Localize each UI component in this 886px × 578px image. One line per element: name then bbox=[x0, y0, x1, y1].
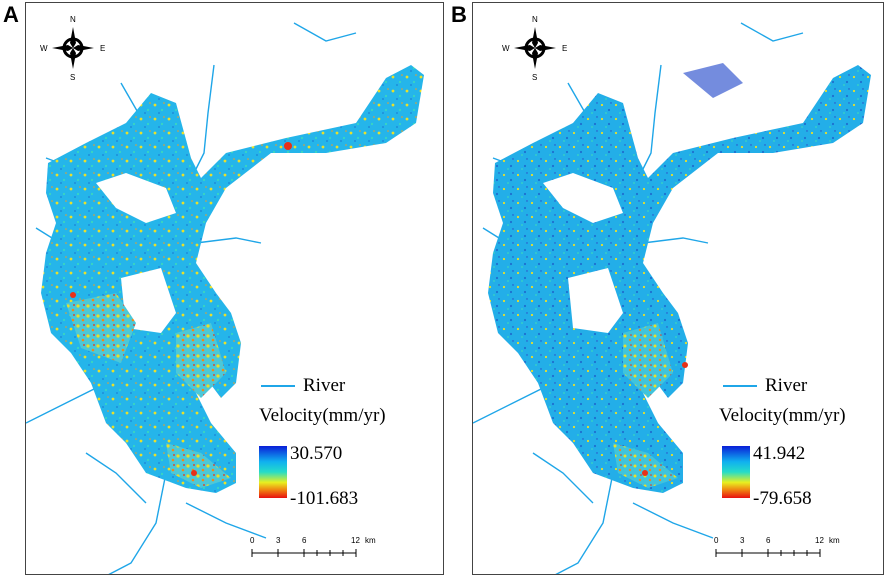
compass-s: S bbox=[532, 73, 538, 82]
scale-tick-0-a: 0 bbox=[250, 536, 255, 545]
legend-min-b: -79.658 bbox=[753, 488, 812, 509]
legend-max-b: 41.942 bbox=[753, 443, 806, 464]
legend-title-b: Velocity(mm/yr) bbox=[719, 405, 846, 426]
river-legend-label: River bbox=[765, 375, 808, 396]
legend-river-a: River bbox=[261, 375, 345, 397]
scale-tick-0-b: 0 bbox=[714, 536, 719, 545]
compass-w: W bbox=[502, 44, 510, 53]
scale-tick-6-a: 6 bbox=[302, 536, 307, 545]
scale-tick-3-a: 3 bbox=[276, 536, 281, 545]
scale-tick-12-b: 12 bbox=[815, 536, 824, 545]
compass-e: E bbox=[562, 44, 568, 53]
legend-min-a: -101.683 bbox=[290, 488, 359, 509]
scale-unit-a: km bbox=[365, 536, 376, 545]
deformation-area-b bbox=[488, 63, 871, 493]
scale-unit-b: km bbox=[829, 536, 840, 545]
scale-bar-a bbox=[251, 549, 357, 557]
panel-a-label: A bbox=[3, 2, 19, 27]
compass-w: W bbox=[40, 44, 48, 53]
scale-tick-12-a: 12 bbox=[351, 536, 360, 545]
legend-max-a: 30.570 bbox=[290, 443, 343, 464]
map-panel-b: N S W E River Velocity(mm/yr) 41.942 -79… bbox=[472, 2, 884, 575]
compass-n: N bbox=[532, 15, 538, 24]
map-panel-a: N S W E River Velocity(mm/yr) 30.570 -10… bbox=[25, 2, 444, 575]
scale-bar-b bbox=[715, 549, 821, 557]
legend-title-a: Velocity(mm/yr) bbox=[259, 405, 386, 426]
panel-b-label: B bbox=[451, 2, 467, 27]
compass-n: N bbox=[70, 15, 76, 24]
color-ramp-b bbox=[722, 446, 750, 498]
compass-s: S bbox=[70, 73, 76, 82]
river-legend-label: River bbox=[303, 375, 346, 396]
river-legend-line bbox=[723, 385, 757, 387]
north-arrow-b: N S W E bbox=[500, 13, 570, 83]
scale-tick-6-b: 6 bbox=[766, 536, 771, 545]
velocity-map-a bbox=[26, 22, 424, 574]
north-arrow-a: N S W E bbox=[38, 13, 108, 83]
compass-e: E bbox=[100, 44, 106, 53]
legend-river-b: River bbox=[723, 375, 807, 397]
river-legend-line bbox=[261, 385, 295, 387]
velocity-map-b bbox=[473, 22, 871, 574]
color-ramp-a bbox=[259, 446, 287, 498]
scale-tick-3-b: 3 bbox=[740, 536, 745, 545]
deformation-area-a bbox=[41, 65, 424, 493]
